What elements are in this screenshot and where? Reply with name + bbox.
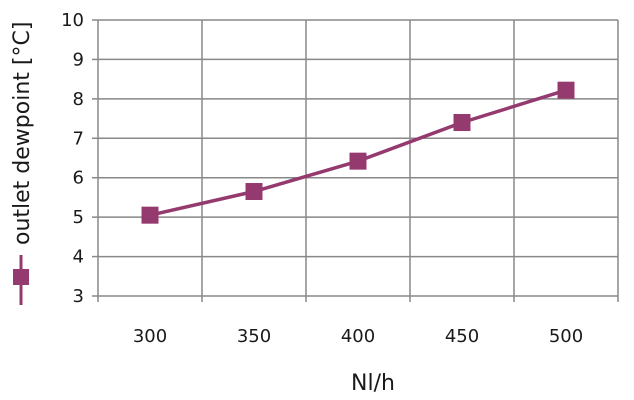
axes <box>92 19 619 302</box>
y-tick-labels: 3 4 5 6 7 8 9 10 <box>61 10 84 307</box>
x-tick-label: 500 <box>549 326 583 347</box>
x-tick-label: 300 <box>133 326 167 347</box>
x-tick-label: 450 <box>445 326 479 347</box>
data-point-marker <box>557 81 575 99</box>
data-point-marker <box>349 152 367 170</box>
legend: outlet dewpoint [°C] <box>10 22 35 305</box>
y-tick-label: 9 <box>73 49 84 70</box>
x-axis-title: Nl/h <box>351 371 395 396</box>
y-tick-label: 7 <box>73 128 84 149</box>
y-tick-label: 8 <box>73 89 84 110</box>
x-tick-labels: 300 350 400 450 500 <box>133 326 583 347</box>
data-point-marker <box>245 183 263 201</box>
y-tick-label: 6 <box>73 168 84 189</box>
legend-marker-square <box>13 269 29 285</box>
y-tick-label: 10 <box>61 10 84 31</box>
data-point-marker <box>141 206 159 224</box>
series-outlet-dewpoint <box>141 81 575 224</box>
y-tick-label: 5 <box>73 207 84 228</box>
y-tick-label: 3 <box>73 286 84 307</box>
grid-lines <box>98 19 619 296</box>
legend-label: outlet dewpoint [°C] <box>10 22 35 245</box>
x-tick-label: 400 <box>341 326 375 347</box>
y-tick-label: 4 <box>73 247 84 268</box>
data-point-marker <box>453 114 471 132</box>
x-tick-label: 350 <box>237 326 271 347</box>
